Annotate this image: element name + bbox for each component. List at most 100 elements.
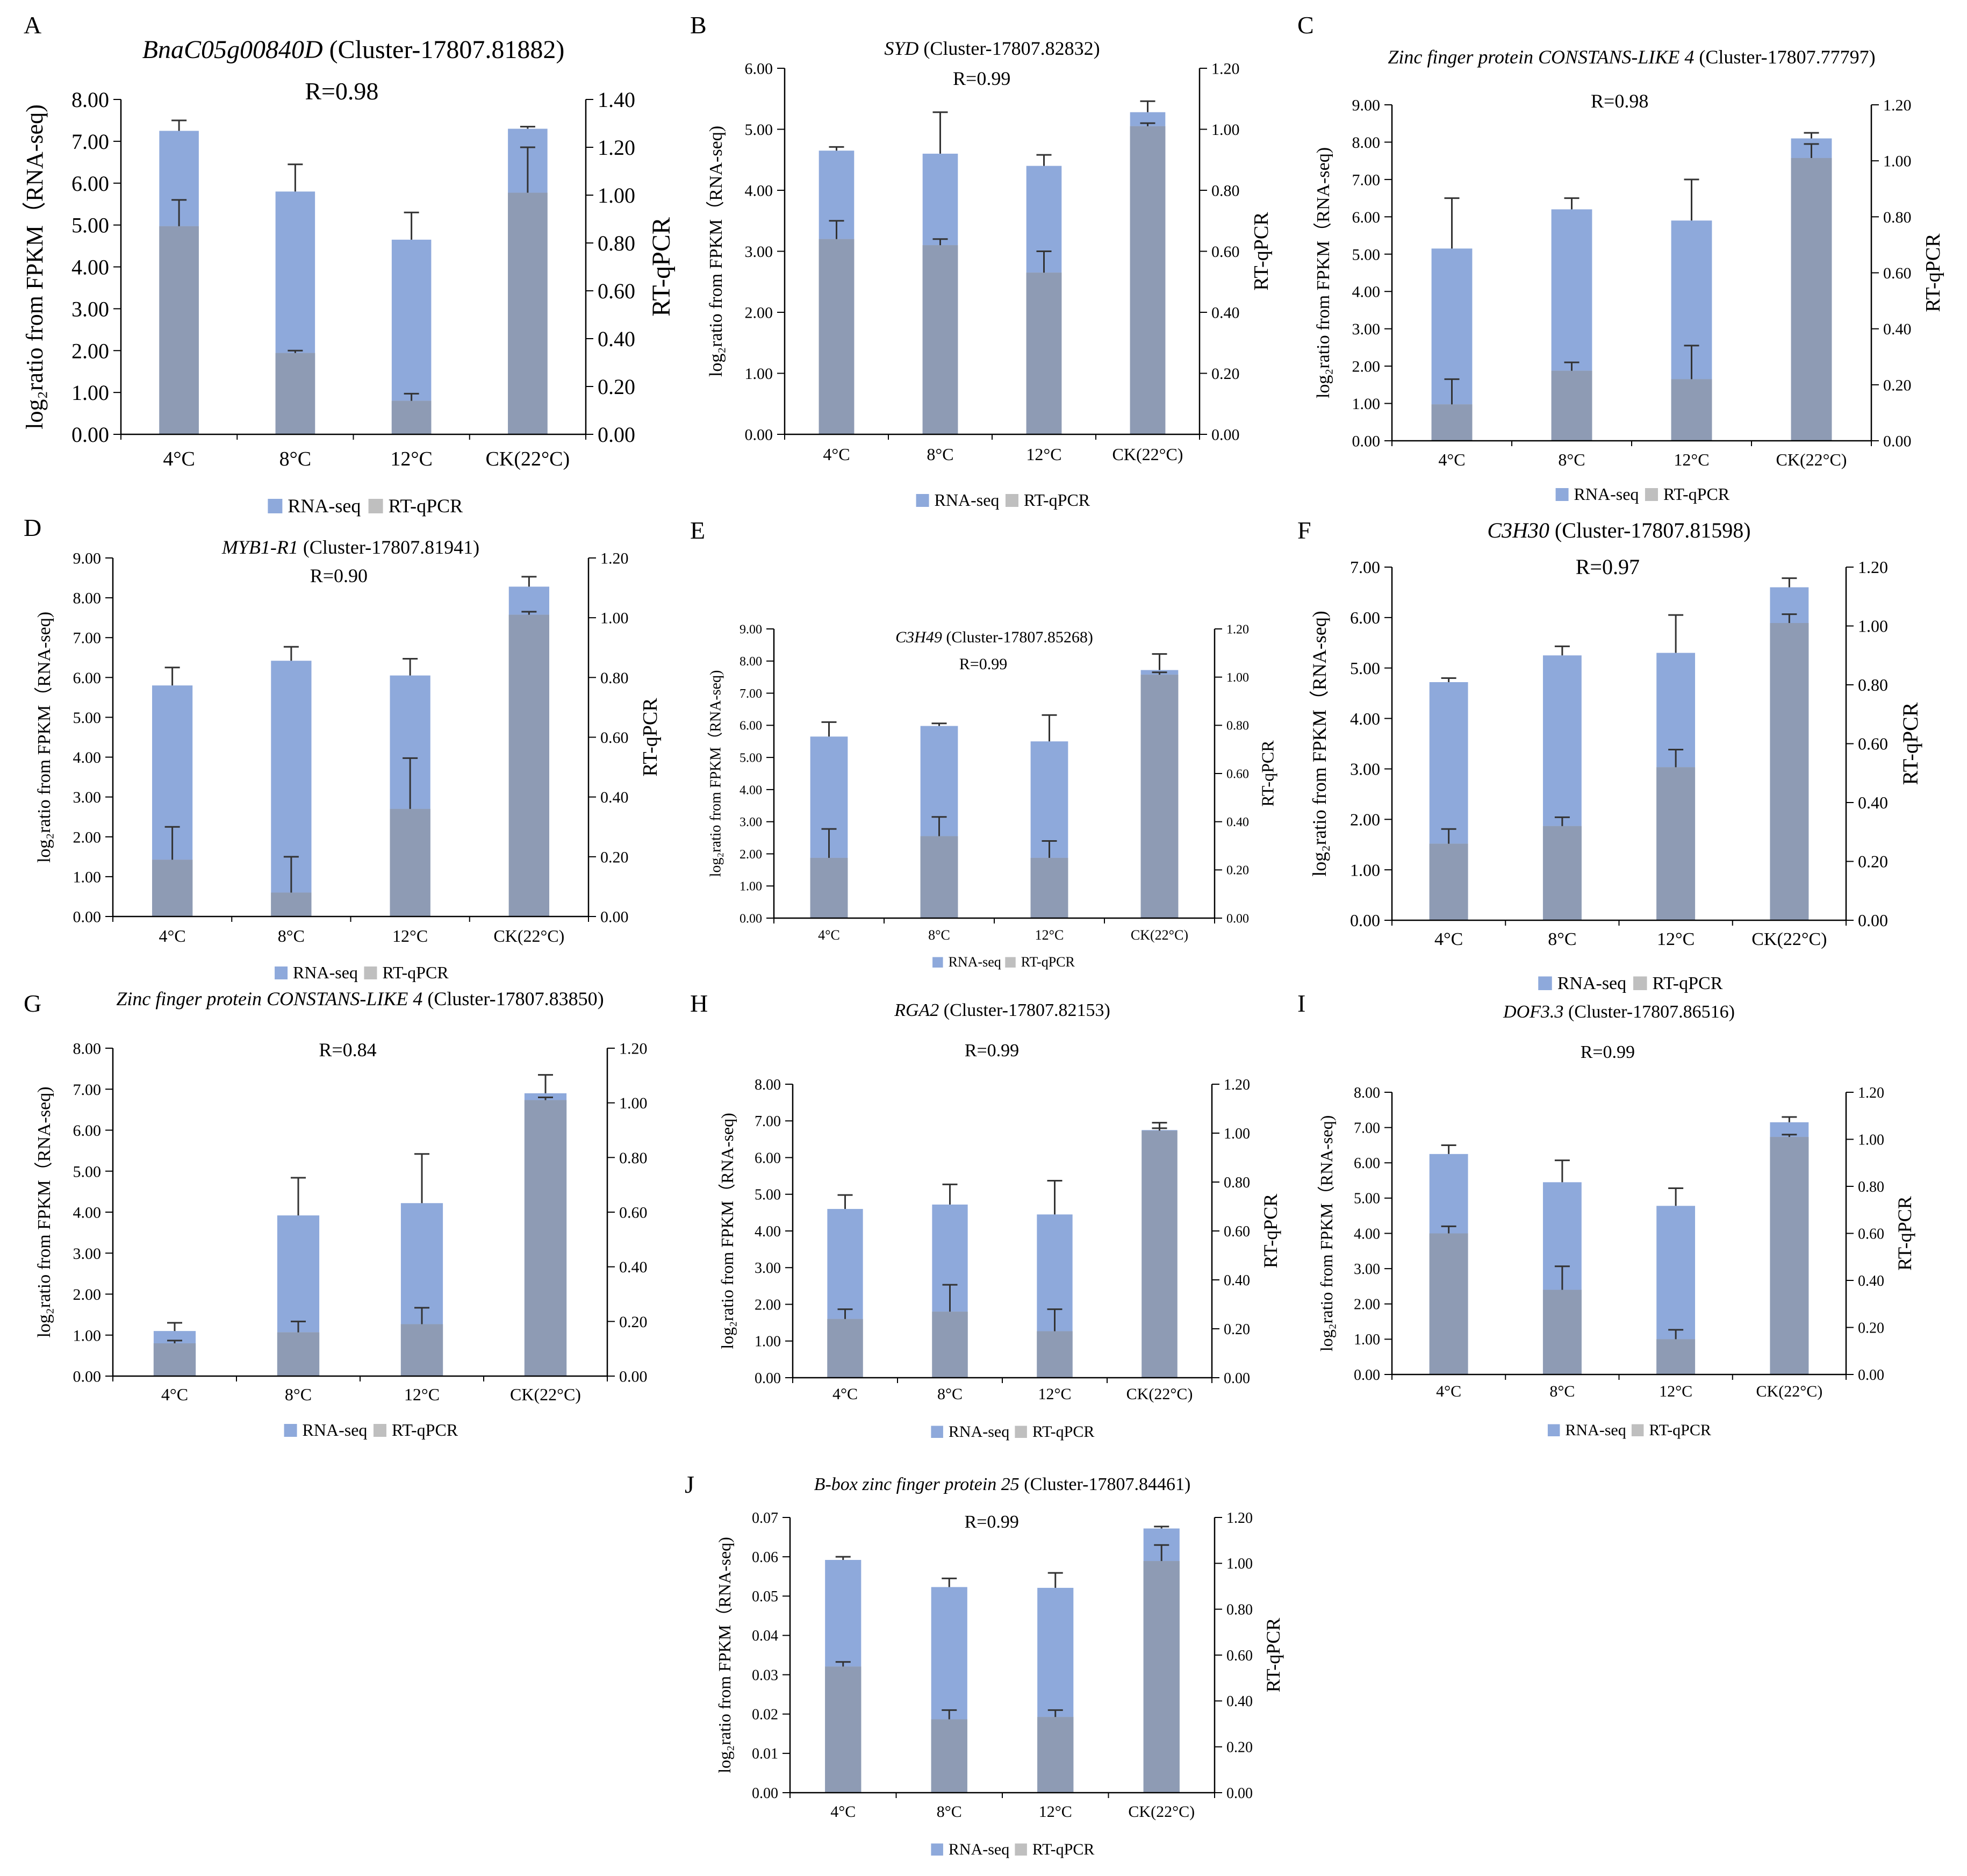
x-tick-label: 8°C [1548, 929, 1576, 949]
legend-label-rtqpcr: RT-qPCR [1032, 1841, 1094, 1858]
y-tick-label-left: 7.00 [755, 1113, 781, 1130]
bar-rtqpcr [390, 808, 430, 916]
bar-overlap [152, 860, 193, 916]
y-tick-label-right: 0.00 [1883, 433, 1912, 450]
bar-overlap [391, 400, 432, 434]
y-tick-label-right: 0.20 [598, 375, 635, 399]
x-tick-label: 12°C [1038, 1385, 1071, 1403]
y-tick-label-left: 2.00 [1352, 358, 1381, 376]
y-tick-label-left: 4.00 [745, 182, 773, 200]
y-tick-label-left: 8.00 [71, 88, 109, 112]
y-tick-label-left: 4.00 [71, 255, 109, 280]
x-tick-label: 12°C [404, 1385, 440, 1404]
x-tick-label: 4°C [1434, 929, 1463, 949]
gene-name: MYB1-R1 [221, 536, 298, 558]
x-tick-label: 4°C [1436, 1383, 1461, 1400]
bar-rtqpcr [153, 1343, 196, 1376]
chart-title: RGA2 (Cluster-17807.82153) [894, 1000, 1110, 1020]
bar-rnaseq [1130, 112, 1166, 435]
y-tick-label-left: 7.00 [1350, 557, 1380, 577]
y-tick-label-left: 1.00 [740, 880, 762, 894]
y-tick-label-right: 0.40 [600, 789, 629, 806]
bar-rtqpcr [819, 239, 855, 434]
y-tick-label-left: 3.00 [1354, 1261, 1380, 1278]
x-tick-label: CK(22°C) [486, 448, 570, 470]
x-tick-label: 8°C [1558, 450, 1585, 469]
gene-name: DOF3.3 [1503, 1002, 1563, 1022]
y-axis-label-right: RT-qPCR [1258, 740, 1277, 807]
legend-label-rtqpcr: RT-qPCR [1649, 1421, 1711, 1439]
y-tick-label-left: 9.00 [740, 622, 762, 636]
y-tick-label-left: 8.00 [740, 655, 762, 669]
correlation-label: R=0.99 [965, 1041, 1019, 1061]
bar-rnaseq [1140, 670, 1179, 918]
y-tick-label-right: 0.00 [1858, 1367, 1884, 1384]
cluster-id: (Cluster-17807.84461) [1020, 1474, 1191, 1494]
x-tick-label: 12°C [390, 448, 433, 470]
y-tick-label-left: 6.00 [71, 171, 109, 196]
y-axis-label-left: log₂ratio from FPKM（RNA-seq) [715, 1537, 734, 1773]
bar-overlap [932, 1312, 968, 1378]
y-tick-label-right: 0.80 [619, 1149, 648, 1167]
x-tick-label: 8°C [937, 1385, 963, 1403]
bar-overlap [1542, 826, 1582, 920]
bar-overlap [825, 1666, 862, 1793]
x-tick-label: 12°C [1657, 929, 1695, 949]
bar-rnaseq [1429, 1154, 1468, 1374]
y-tick-label-left: 8.00 [1352, 134, 1381, 152]
bar-rtqpcr [1770, 1137, 1809, 1374]
legend-label-rnaseq: RNA-seq [293, 963, 358, 982]
panel-letter: A [24, 11, 41, 39]
bar-rtqpcr [1671, 379, 1712, 441]
bar-rtqpcr [1770, 623, 1809, 920]
y-tick-label-left: 3.00 [71, 297, 109, 321]
y-tick-label-left: 1.00 [1352, 395, 1381, 413]
panel-letter: G [24, 990, 41, 1017]
y-tick-label-right: 1.00 [1211, 121, 1240, 139]
y-tick-label-left: 6.00 [1352, 209, 1381, 226]
y-tick-label-left: 7.00 [1352, 171, 1381, 189]
legend-label-rtqpcr: RT-qPCR [1024, 490, 1090, 510]
y-axis-label-left: log₂ratio from FPKM（RNA-seq) [1317, 1115, 1336, 1352]
y-axis-label-left: log₂ratio from FPKM（RNA-seq) [34, 612, 54, 863]
bar-overlap [153, 1343, 196, 1376]
bar-overlap [508, 614, 549, 916]
legend-label-rnaseq: RNA-seq [949, 954, 1001, 970]
y-tick-label-right: 0.40 [1226, 815, 1249, 829]
bar-overlap [1551, 370, 1592, 441]
y-tick-label-right: 0.00 [1211, 426, 1240, 444]
y-tick-label-right: 0.60 [1226, 1648, 1253, 1664]
y-tick-label-left: 6.00 [1350, 608, 1380, 627]
bar-rnaseq [1037, 1587, 1074, 1793]
bar-rtqpcr [400, 1324, 443, 1376]
y-tick-label-right: 0.40 [619, 1258, 648, 1276]
bar-rnaseq [922, 153, 958, 434]
bar-rnaseq [152, 685, 193, 916]
legend-label-rnaseq: RNA-seq [1574, 484, 1639, 504]
y-tick-label-right: 0.60 [1858, 1226, 1884, 1242]
legend-label-rtqpcr: RT-qPCR [389, 495, 463, 517]
y-axis-label-left: log₂ratio from FPKM（RNA-seq) [1313, 147, 1333, 398]
bar-rtqpcr [271, 892, 312, 916]
cluster-id: (Cluster-17807.81941) [298, 536, 479, 558]
y-axis-label-left: log₂ratio from FPKM（RNA-seq) [707, 670, 724, 877]
y-tick-label-right: 0.40 [598, 327, 635, 351]
y-tick-label-right: 0.20 [600, 848, 629, 866]
y-tick-label-right: 1.00 [600, 610, 629, 627]
bar-rtqpcr [508, 614, 549, 916]
y-tick-label-right: 0.80 [1858, 675, 1888, 694]
y-axis-label-right: RT-qPCR [1922, 233, 1944, 312]
bar-overlap [1130, 126, 1166, 434]
cluster-id: (Cluster-17807.83850) [422, 988, 604, 1009]
bar-rtqpcr [1037, 1331, 1073, 1378]
legend-swatch-rtqpcr [1633, 976, 1647, 990]
y-tick-label-left: 0.00 [73, 1368, 102, 1386]
y-tick-label-left: 0.04 [752, 1628, 778, 1644]
correlation-label: R=0.99 [959, 655, 1007, 673]
bar-rtqpcr [932, 1312, 968, 1378]
bar-overlap [524, 1100, 567, 1376]
y-tick-label-left: 1.00 [73, 868, 102, 886]
